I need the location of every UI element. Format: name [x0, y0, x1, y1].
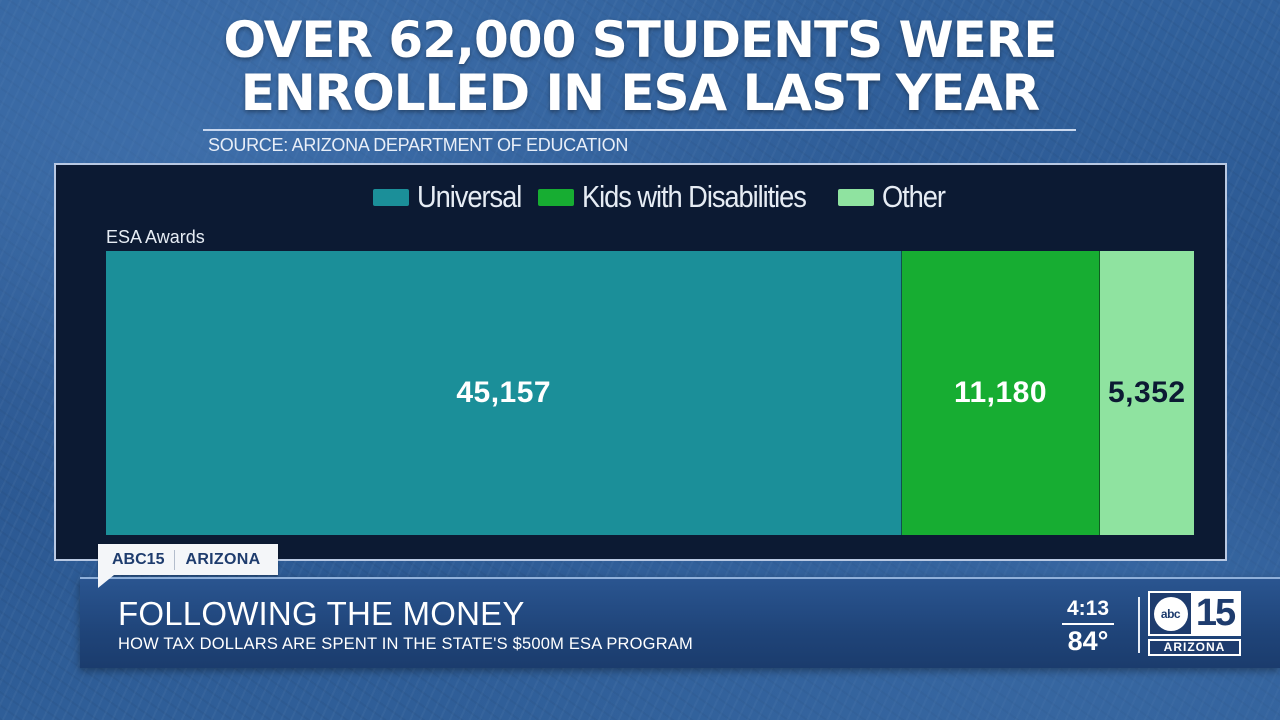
clock-divider: [1062, 623, 1114, 625]
logo-channel-number: 15: [1191, 593, 1239, 634]
source-credit: SOURCE: ARIZONA DEPARTMENT OF EDUCATION: [208, 135, 629, 155]
chart-panel: Universal Kids with Disabilities Other E…: [54, 163, 1227, 561]
station-tag-divider: [174, 549, 176, 570]
stacked-bar: 45,157 11,180 5,352: [106, 251, 1194, 535]
legend-label-other: Other: [882, 179, 946, 214]
bar-segment-universal: 45,157: [106, 251, 903, 535]
headline-line-1: OVER 62,000 STUDENTS WERE: [223, 11, 1058, 69]
abc15-logo-icon: abc 15 ARIZONA: [1148, 591, 1241, 657]
legend-label-universal: Universal: [417, 179, 522, 214]
legend-swatch-kids-with-disabilities: [537, 188, 574, 206]
chart-legend: Universal Kids with Disabilities Other: [56, 179, 1225, 215]
headline-divider: [203, 129, 1076, 131]
station-tag-region: ARIZONA: [185, 550, 261, 568]
lower-third-title: FOLLOWING THE MONEY: [118, 595, 525, 632]
legend-swatch-other: [838, 188, 875, 206]
bar-segment-kids-with-disabilities: 11,180: [902, 251, 1100, 535]
lower-third-subtitle: HOW TAX DOLLARS ARE SPENT IN THE STATE'S…: [118, 635, 693, 653]
axis-label: ESA Awards: [106, 227, 205, 247]
clock-time: 4:13: [1066, 597, 1110, 620]
legend-swatch-universal: [373, 188, 410, 206]
abc-network-icon: abc: [1150, 593, 1191, 634]
legend-item-other: Other: [838, 179, 946, 215]
logo-top: abc 15: [1148, 591, 1241, 636]
headline-line-2: ENROLLED IN ESA LAST YEAR: [240, 64, 1041, 122]
legend-label-kids-with-disabilities: Kids with Disabilities: [581, 179, 807, 214]
abc-circle: abc: [1153, 596, 1188, 631]
bar-segment-other: 5,352: [1099, 251, 1194, 535]
station-tag-brand: ABC15: [112, 550, 165, 568]
logo-region: ARIZONA: [1148, 639, 1241, 656]
station-tag: ABC15 ARIZONA: [98, 544, 279, 588]
headline: OVER 62,000 STUDENTS WERE ENROLLED IN ES…: [160, 14, 1120, 120]
legend-item-kids-with-disabilities: Kids with Disabilities: [537, 179, 828, 215]
lower-third-bar: FOLLOWING THE MONEY HOW TAX DOLLARS ARE …: [80, 577, 1280, 668]
legend-item-universal: Universal: [373, 179, 527, 215]
temperature: 84°: [1067, 626, 1109, 656]
logo-separator: [1138, 597, 1140, 653]
